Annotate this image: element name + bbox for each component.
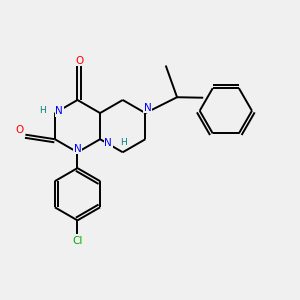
Text: N: N (104, 138, 112, 148)
Text: N: N (74, 144, 81, 154)
Text: N: N (144, 103, 152, 112)
Text: O: O (16, 125, 24, 135)
Text: H: H (120, 138, 127, 147)
Text: N: N (56, 106, 63, 116)
Text: H: H (39, 106, 46, 115)
Text: Cl: Cl (72, 236, 83, 246)
Text: O: O (76, 56, 84, 66)
